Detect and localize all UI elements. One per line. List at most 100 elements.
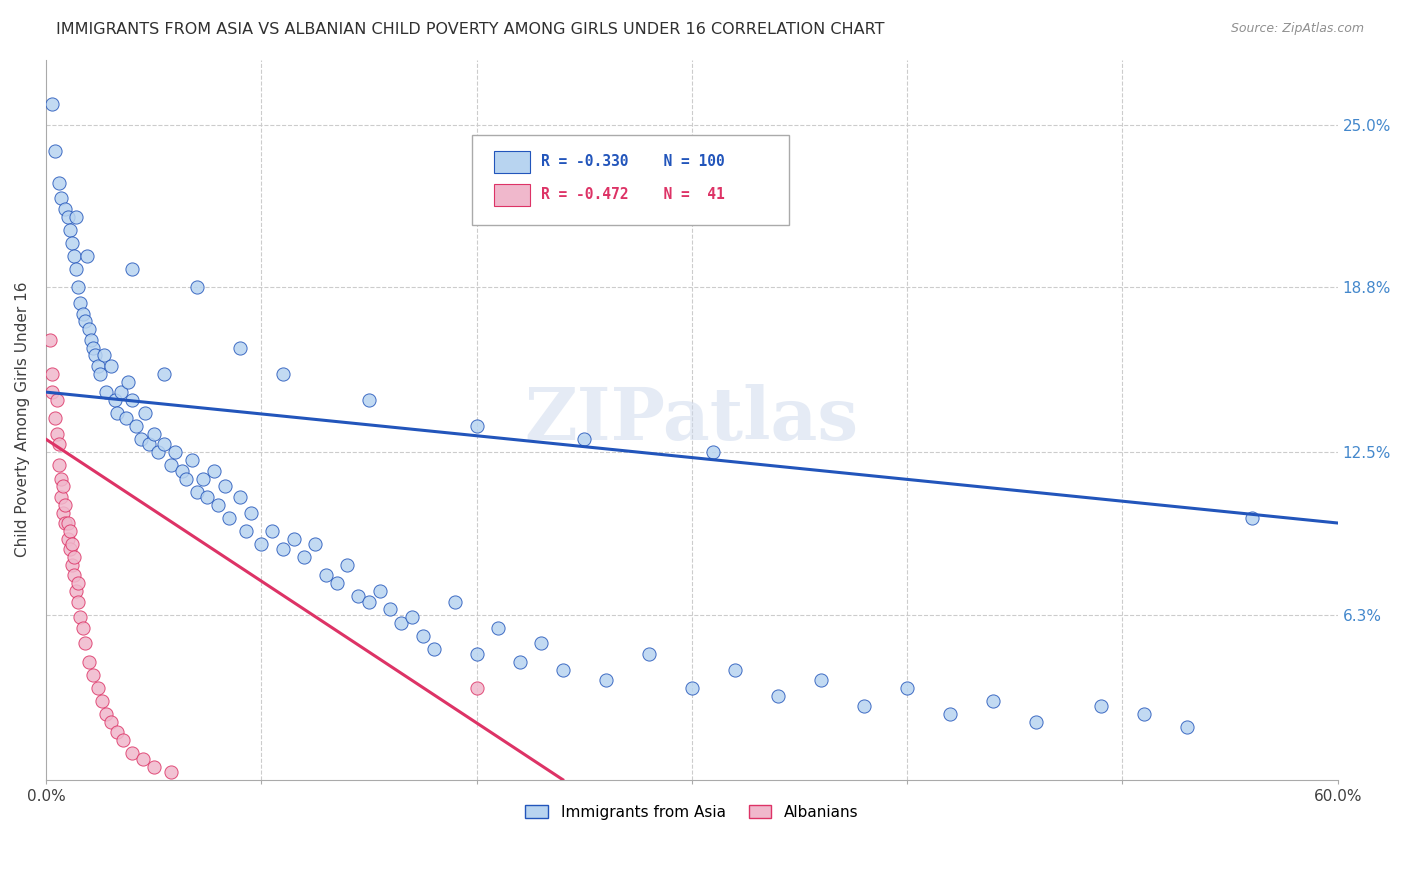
Point	[465, 419, 488, 434]
Point	[702, 445, 724, 459]
Point	[981, 694, 1004, 708]
Point	[121, 747, 143, 761]
Point	[121, 262, 143, 277]
Point	[117, 375, 139, 389]
Point	[304, 537, 326, 551]
Point	[325, 576, 347, 591]
Point	[60, 537, 83, 551]
Point	[412, 629, 434, 643]
Point	[896, 681, 918, 695]
Y-axis label: Child Poverty Among Girls Under 16: Child Poverty Among Girls Under 16	[15, 282, 30, 558]
Point	[380, 602, 402, 616]
Point	[41, 385, 63, 400]
Point	[444, 594, 467, 608]
Point	[77, 322, 100, 336]
Point	[48, 176, 70, 190]
Point	[1025, 714, 1047, 729]
Point	[110, 385, 132, 400]
Point	[174, 471, 197, 485]
Point	[724, 663, 747, 677]
Point	[67, 594, 90, 608]
Point	[80, 333, 103, 347]
Point	[551, 663, 574, 677]
Point	[53, 516, 76, 530]
Point	[1090, 699, 1112, 714]
Point	[153, 437, 176, 451]
Point	[63, 550, 86, 565]
Point	[72, 621, 94, 635]
Point	[637, 647, 659, 661]
Point	[59, 223, 82, 237]
Text: ZIPatlas: ZIPatlas	[524, 384, 859, 455]
Point	[202, 464, 225, 478]
Point	[465, 681, 488, 695]
Point	[389, 615, 412, 630]
Legend: Immigrants from Asia, Albanians: Immigrants from Asia, Albanians	[519, 798, 865, 826]
Point	[112, 733, 135, 747]
Point	[82, 668, 104, 682]
Point	[218, 510, 240, 524]
Bar	[495, 184, 530, 206]
Point	[260, 524, 283, 538]
Point	[96, 385, 118, 400]
Point	[77, 655, 100, 669]
Point	[853, 699, 876, 714]
Point	[73, 636, 96, 650]
Point	[82, 341, 104, 355]
Text: R = -0.472    N =  41: R = -0.472 N = 41	[541, 187, 724, 202]
Point	[186, 484, 208, 499]
Point	[59, 542, 82, 557]
Point	[100, 714, 122, 729]
Point	[486, 621, 509, 635]
Point	[165, 445, 187, 459]
Point	[49, 490, 72, 504]
Point	[214, 479, 236, 493]
Point	[67, 576, 90, 591]
Point	[134, 406, 156, 420]
Point	[56, 532, 79, 546]
Point	[89, 367, 111, 381]
Text: Source: ZipAtlas.com: Source: ZipAtlas.com	[1230, 22, 1364, 36]
Point	[44, 411, 66, 425]
Point	[181, 453, 204, 467]
Point	[69, 296, 91, 310]
Point	[72, 307, 94, 321]
Point	[91, 694, 114, 708]
Point	[56, 210, 79, 224]
Point	[73, 314, 96, 328]
Point	[250, 537, 273, 551]
Point	[41, 367, 63, 381]
Point	[67, 280, 90, 294]
Point	[49, 471, 72, 485]
Point	[271, 367, 294, 381]
Point	[160, 458, 183, 473]
Point	[1175, 720, 1198, 734]
Point	[44, 145, 66, 159]
Point	[186, 280, 208, 294]
Point	[197, 490, 219, 504]
Point	[138, 437, 160, 451]
Point	[76, 249, 98, 263]
Point	[104, 392, 127, 407]
Point	[121, 392, 143, 407]
Point	[681, 681, 703, 695]
Point	[86, 359, 108, 373]
Point	[52, 506, 75, 520]
Point	[48, 437, 70, 451]
Point	[153, 367, 176, 381]
Point	[48, 458, 70, 473]
Point	[347, 590, 370, 604]
Point	[191, 471, 214, 485]
Point	[530, 636, 553, 650]
Point	[49, 191, 72, 205]
Point	[53, 202, 76, 216]
Point	[160, 764, 183, 779]
Point	[235, 524, 257, 538]
Point	[422, 641, 444, 656]
Point	[810, 673, 832, 687]
Point	[336, 558, 359, 572]
Point	[84, 348, 107, 362]
Point	[129, 432, 152, 446]
Text: R = -0.330    N = 100: R = -0.330 N = 100	[541, 154, 724, 169]
Point	[271, 542, 294, 557]
